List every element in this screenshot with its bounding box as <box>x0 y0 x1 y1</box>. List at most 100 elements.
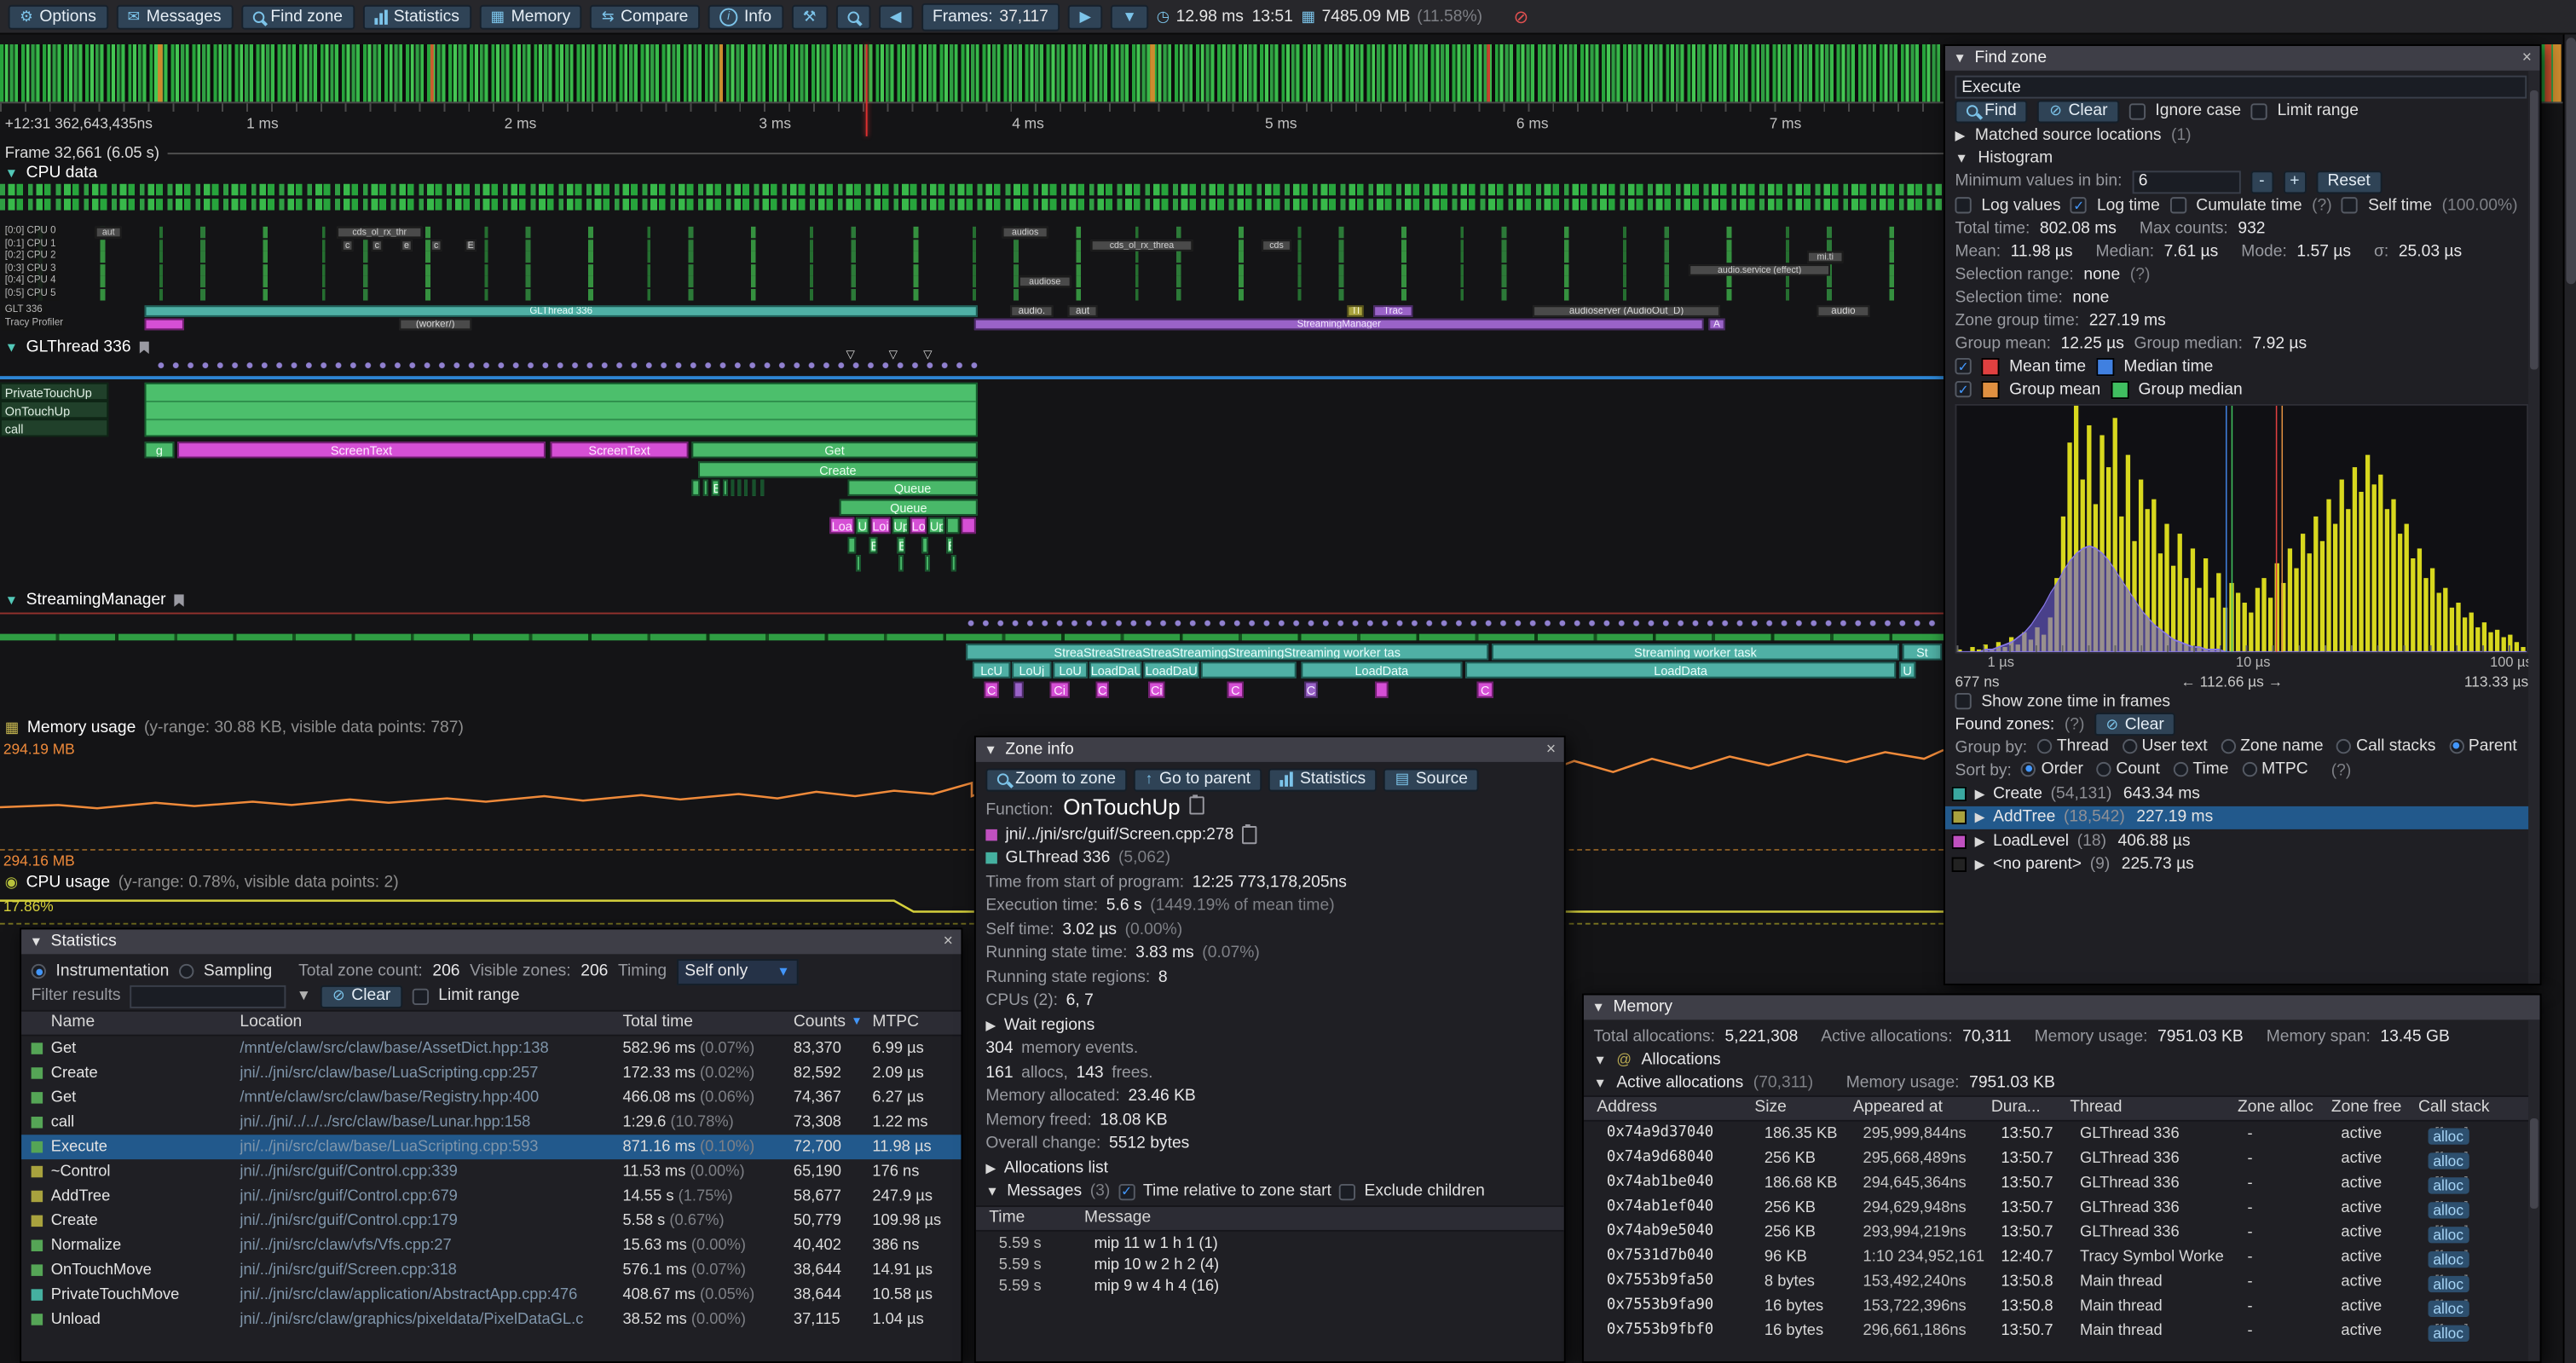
alloc-stack-link[interactable]: alloc <box>2428 1202 2469 1219</box>
zone[interactable] <box>950 555 956 572</box>
log-time-checkbox[interactable]: ✓ <box>2071 197 2088 214</box>
frame-select-button[interactable]: ▼ <box>1110 3 1149 29</box>
decrease-bin-button[interactable]: - <box>2250 170 2273 193</box>
cpu-zone-chip[interactable]: cds_ol_rx_threa <box>1090 240 1193 251</box>
zone[interactable]: C <box>1476 681 1493 698</box>
alloc-stack-link[interactable]: alloc <box>2428 1300 2469 1318</box>
zone[interactable] <box>921 536 928 554</box>
thread-zone-segment[interactable]: StreamingManager <box>973 318 1704 331</box>
alloc-stack-link[interactable]: alloc <box>2428 1227 2469 1244</box>
zone-statistics-button[interactable]: Statistics <box>1268 767 1378 791</box>
search-tool-button[interactable] <box>835 3 870 29</box>
zone[interactable]: Up <box>927 517 945 534</box>
allocation-row[interactable]: 0x7531d7b040 96 KB 1:10 234,952,161 12:40.7… <box>1593 1245 2530 1269</box>
sort-by-order[interactable]: Order <box>2021 759 2083 777</box>
legend-checkbox[interactable]: ✓ <box>1955 380 1972 398</box>
statistics-row[interactable]: Get/mnt/e/claw/src/claw/base/Registry.hp… <box>21 1085 961 1110</box>
zone[interactable]: U <box>856 517 869 534</box>
allocation-row[interactable]: 0x7553b9fbf0 16 bytes 296,661,186ns 13:50.7… <box>1593 1319 2530 1343</box>
column-location[interactable]: Location <box>240 1013 303 1031</box>
message-row[interactable]: 5.59 s mip 10 w 2 h 2 (4) <box>985 1253 1554 1274</box>
zone[interactable]: Ci <box>1148 681 1165 698</box>
frame-cursor[interactable] <box>865 44 868 136</box>
cpu-zone-chip[interactable]: cds_ol_rx_thr <box>337 226 423 239</box>
zone[interactable] <box>752 479 756 496</box>
message-marker[interactable]: ▽ <box>846 349 855 361</box>
found-zone-group[interactable]: ▶ LoadLevel (18) 406.88 µs <box>1945 829 2540 853</box>
zone[interactable]: LoU <box>1053 661 1088 679</box>
statistics-row[interactable]: call jni/../jni/../../../src/claw/base/Lu… <box>21 1110 961 1135</box>
histogram-node[interactable]: Histogram <box>1978 148 2053 167</box>
column-message[interactable]: Message <box>1084 1208 1152 1227</box>
memory-scrollbar[interactable] <box>2528 1019 2540 1362</box>
found-zone-group[interactable]: ▶ Create (54,131) 643.34 ms <box>1945 782 2540 806</box>
zone[interactable]: E <box>946 536 953 554</box>
thread-zone-segment[interactable]: Trac <box>1373 305 1413 317</box>
column-counts[interactable]: Counts <box>793 1013 846 1031</box>
alloc-stack-link[interactable]: alloc <box>2428 1275 2469 1293</box>
zone[interactable]: Queue <box>847 479 978 496</box>
zone[interactable]: C <box>984 681 999 698</box>
cpu-zone-chip[interactable]: E <box>465 240 477 251</box>
group-by-call-stacks[interactable]: Call stacks <box>2336 736 2435 754</box>
close-icon[interactable]: × <box>1545 740 1557 759</box>
thread-zone-segment[interactable]: A <box>1708 318 1725 331</box>
cpu-data-header[interactable]: ▼ CPU data <box>5 165 97 182</box>
zone[interactable]: LcU <box>972 661 1011 679</box>
clear-found-zones-button[interactable]: ⊘ Clear <box>2094 713 2176 736</box>
close-icon[interactable]: × <box>943 933 953 951</box>
sort-by-mtpc[interactable]: MTPC <box>2241 759 2308 777</box>
statistics-row[interactable]: ~Control jni/../jni/src/guif/Control.cpp:… <box>21 1159 961 1184</box>
allocation-row[interactable]: 0x74ab1be040 186.68 KB 294,645,364ns 13:50.… <box>1593 1171 2530 1196</box>
statistics-row[interactable]: AddTree jni/../jni/src/guif/Control.cpp:6… <box>21 1184 961 1209</box>
clipboard-icon[interactable] <box>1190 794 1205 815</box>
cpu-usage-strip[interactable] <box>0 183 1944 196</box>
zone[interactable] <box>898 555 904 572</box>
statistics-row[interactable]: Get/mnt/e/claw/src/claw/base/AssetDict.h… <box>21 1037 961 1061</box>
zone[interactable]: E <box>897 536 905 554</box>
find-zone-query-input[interactable] <box>1955 75 2527 99</box>
group-by-user-text[interactable]: User text <box>2122 736 2208 754</box>
zoom-to-zone-button[interactable]: Zoom to zone <box>985 767 1128 791</box>
wait-regions-node[interactable]: Wait regions <box>1003 1016 1095 1035</box>
messages-node[interactable]: Messages <box>1007 1182 1083 1201</box>
zone[interactable] <box>925 555 930 572</box>
options-button[interactable]: ⚙ Options <box>8 3 108 29</box>
memory-usage-header[interactable]: ▦ Memory usage (y-range: 30.88 KB, visib… <box>5 719 464 737</box>
zone[interactable]: Ci <box>1049 681 1070 698</box>
thread-zone-segment[interactable] <box>144 318 184 331</box>
sampling-radio[interactable] <box>178 963 194 979</box>
zone[interactable] <box>1014 681 1024 698</box>
message-dots[interactable] <box>156 359 983 372</box>
column-call-stack[interactable]: Call stack <box>2417 1098 2490 1118</box>
column-mtpc[interactable]: MTPC <box>872 1013 920 1031</box>
zone[interactable] <box>144 382 978 437</box>
find-zone-scrollbar[interactable] <box>2528 70 2540 984</box>
alloc-stack-link[interactable]: alloc <box>2428 1177 2469 1194</box>
self-time-checkbox[interactable] <box>2342 197 2359 214</box>
zone-source-location[interactable]: jni/../jni/src/guif/Screen.cpp:278 <box>1005 825 1234 844</box>
zone-time-histogram[interactable] <box>1955 403 2529 654</box>
message-dots[interactable] <box>966 617 1939 629</box>
prev-frame-button[interactable]: ◀ <box>878 3 913 29</box>
cpu-zone-chip[interactable]: aut <box>95 226 122 239</box>
statistics-table-header[interactable]: Name Location Total time Counts ▼ MTPC <box>21 1009 962 1037</box>
group-by-zone-name[interactable]: Zone name <box>2220 736 2324 754</box>
found-zone-group[interactable]: ▶ <no parent> (9) 225.73 µs <box>1945 853 2540 877</box>
statistics-row[interactable]: Execute jni/../jni/src/claw/base/LuaScrip… <box>21 1135 962 1160</box>
zone[interactable]: LoadData <box>1301 661 1463 679</box>
statistics-row[interactable]: Normalize jni/../jni/src/claw/vfs/Vfs.cpp… <box>21 1233 961 1258</box>
zone[interactable]: LoadData <box>1465 661 1897 679</box>
column-appeared-at[interactable]: Appeared at <box>1852 1098 1944 1118</box>
compare-button[interactable]: ⇆ Compare <box>590 3 700 29</box>
cpu-zone-chip[interactable]: c <box>371 240 384 251</box>
allocation-row[interactable]: 0x74ab9e5040 256 KB 293,994,219ns 13:50.7 GL… <box>1593 1220 2530 1245</box>
disconnect-icon[interactable]: ⊘ <box>1513 7 1529 27</box>
limit-range-checkbox[interactable] <box>2250 102 2268 119</box>
log-values-checkbox[interactable] <box>1955 197 1972 214</box>
cpu-zone-chip[interactable]: c <box>430 240 442 251</box>
zone[interactable] <box>723 479 728 496</box>
alloc-stack-link[interactable]: alloc <box>2428 1128 2469 1145</box>
zone[interactable] <box>1375 681 1389 698</box>
timing-select[interactable]: Self only ▼ <box>676 958 799 985</box>
